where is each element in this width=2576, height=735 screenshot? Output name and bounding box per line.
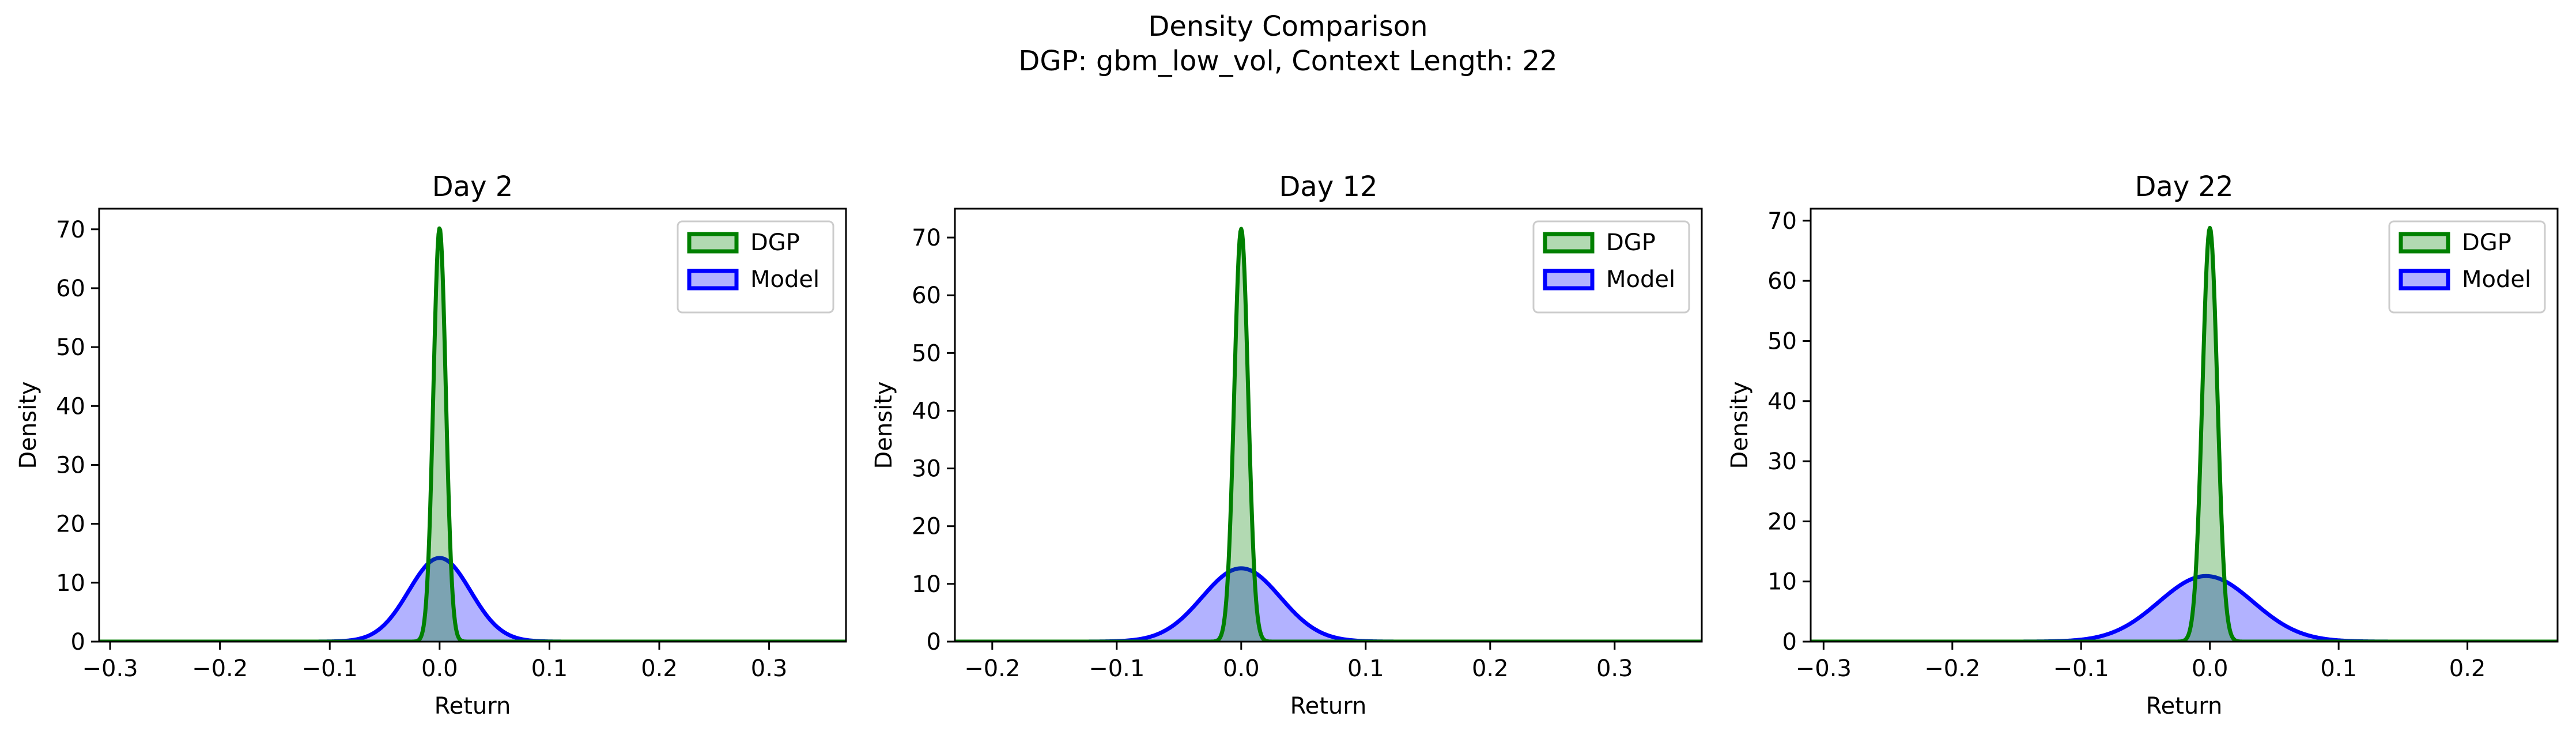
- x-tick-label: 0.2: [641, 655, 678, 682]
- axes-frame: [98, 208, 847, 643]
- x-tick-label: 0.1: [2320, 655, 2357, 682]
- x-tick-label: −0.2: [192, 655, 248, 682]
- dgp-density-line: [1811, 225, 2558, 642]
- subplot-title: Day 2: [432, 171, 513, 203]
- model-legend-swatch: [2399, 269, 2450, 291]
- x-axis-label: Return: [435, 693, 511, 719]
- y-tick-label: 0: [1782, 629, 1797, 655]
- axes-frame: [1810, 208, 2559, 643]
- x-tick-label: 0.2: [1472, 655, 1509, 682]
- x-tick-label: −0.3: [82, 655, 138, 682]
- y-tick-label: 50: [1767, 328, 1797, 355]
- model-density-area: [99, 557, 846, 642]
- model-density-line: [1811, 574, 2558, 642]
- axes-frame: [954, 208, 1703, 643]
- figure-subtitle: DGP: gbm_low_vol, Context Length: 22: [1018, 45, 1557, 77]
- model-legend-label: Model: [2462, 266, 2531, 293]
- dgp-legend-swatch: [1543, 232, 1595, 254]
- y-tick-label: 20: [912, 514, 941, 540]
- x-tick-label: 0.0: [1223, 655, 1260, 682]
- y-tick-label: 60: [56, 276, 85, 302]
- subplot-day-panel: −0.3 −0.2 −0.1 0.0 0.1 0.2 0 10 20 30 40 50 60 70 Day …: [1727, 171, 2559, 719]
- dgp-legend-label: DGP: [2462, 229, 2511, 256]
- y-tick-label: 40: [56, 393, 85, 420]
- model-legend-swatch: [687, 269, 739, 291]
- model-legend-label: Model: [750, 266, 819, 293]
- plot-area: [1811, 225, 2558, 642]
- y-tick-label: 40: [912, 398, 941, 424]
- subplot-title: Day 22: [2135, 171, 2233, 203]
- subplot-day-panel: −0.2 −0.1 0.0 0.1 0.2 0.3 0 10 20 30 40 50 60 70 Day 1…: [871, 171, 1703, 719]
- y-tick-label: 40: [1767, 389, 1797, 415]
- y-tick-label: 60: [1767, 268, 1797, 295]
- y-tick-label: 70: [1767, 208, 1797, 235]
- dgp-legend-swatch: [2399, 232, 2450, 254]
- x-tick-label: 0.1: [1347, 655, 1384, 682]
- dgp-legend-label: DGP: [750, 229, 800, 256]
- x-tick-label: −0.2: [1924, 655, 1980, 682]
- y-tick-label: 20: [56, 511, 85, 538]
- model-legend-label: Model: [1606, 266, 1675, 293]
- figure-title: Density Comparison: [1148, 10, 1427, 43]
- y-tick-label: 0: [71, 629, 85, 655]
- y-tick-label: 60: [912, 282, 941, 309]
- legend: DGP Model: [677, 220, 834, 314]
- model-density-area: [1811, 576, 2558, 642]
- x-tick-label: 0.3: [1596, 655, 1633, 682]
- subplot-day-panel: −0.3 −0.2 −0.1 0.0 0.1 0.2 0.3 0 10 20 30 40 50 60 70 D…: [15, 171, 847, 719]
- legend: DGP Model: [1532, 220, 1690, 314]
- x-tick-label: −0.1: [302, 655, 358, 682]
- model-legend-swatch: [1543, 269, 1595, 291]
- subplot-title: Day 12: [1279, 171, 1377, 203]
- x-axis-label: Return: [1290, 693, 1367, 719]
- x-tick-label: 0.2: [2449, 655, 2486, 682]
- y-tick-label: 20: [1767, 508, 1797, 535]
- y-tick-label: 10: [912, 571, 941, 598]
- legend: DGP Model: [2388, 220, 2546, 314]
- dgp-legend-swatch: [687, 232, 739, 254]
- y-axis-label: Density: [15, 381, 41, 469]
- subplots: −0.3 −0.2 −0.1 0.0 0.1 0.2 0.3 0 10 20 30 40 50 60 70 D…: [15, 171, 2559, 719]
- y-axis-label: Density: [1727, 381, 1753, 469]
- y-tick-label: 30: [56, 452, 85, 478]
- dgp-legend-label: DGP: [1606, 229, 1656, 256]
- x-tick-label: −0.2: [964, 655, 1020, 682]
- x-tick-label: 0.0: [421, 655, 458, 682]
- y-tick-label: 30: [1767, 448, 1797, 475]
- x-tick-label: −0.1: [1089, 655, 1145, 682]
- x-tick-label: 0.0: [2192, 655, 2228, 682]
- model-density-line: [99, 556, 846, 642]
- y-tick-label: 0: [927, 629, 941, 655]
- y-tick-label: 10: [1767, 569, 1797, 595]
- x-tick-label: 0.1: [531, 655, 568, 682]
- y-tick-label: 50: [912, 340, 941, 367]
- x-axis-label: Return: [2146, 693, 2223, 719]
- x-tick-label: −0.1: [2053, 655, 2109, 682]
- y-axis-label: Density: [871, 381, 897, 469]
- y-tick-label: 10: [56, 570, 85, 597]
- y-tick-label: 70: [56, 217, 85, 243]
- plot-area: [99, 226, 846, 642]
- x-tick-label: −0.3: [1796, 655, 1852, 682]
- y-tick-label: 30: [912, 456, 941, 483]
- x-tick-label: 0.3: [751, 655, 788, 682]
- y-tick-label: 50: [56, 334, 85, 361]
- y-tick-label: 70: [912, 225, 941, 251]
